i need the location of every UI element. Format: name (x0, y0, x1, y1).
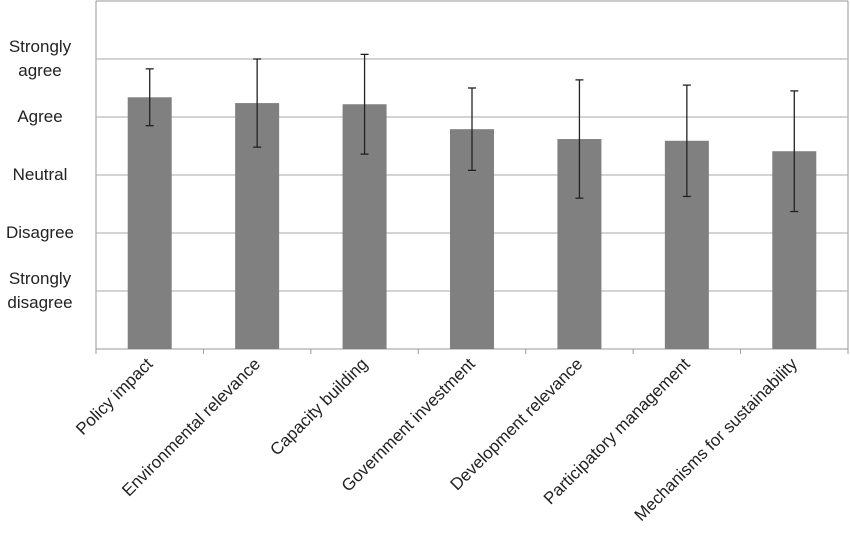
y-tick-label: Disagree (5, 223, 75, 242)
bar (127, 97, 172, 349)
error-bar (145, 68, 154, 127)
error-bar (682, 84, 691, 198)
x-tick-label: Policy impact (72, 354, 156, 438)
y-tick-label: Strongly agree (8, 37, 72, 80)
y-tick-label: Strongly disagree (7, 269, 73, 312)
y-tick-label: Agree (17, 107, 63, 126)
error-bar (360, 53, 369, 155)
error-bar (253, 58, 262, 148)
y-tick-label: Neutral (12, 165, 68, 184)
x-tick-label: Capacity building (266, 354, 371, 459)
error-bar (790, 90, 799, 213)
error-bar (575, 79, 584, 199)
error-bar (468, 87, 476, 172)
